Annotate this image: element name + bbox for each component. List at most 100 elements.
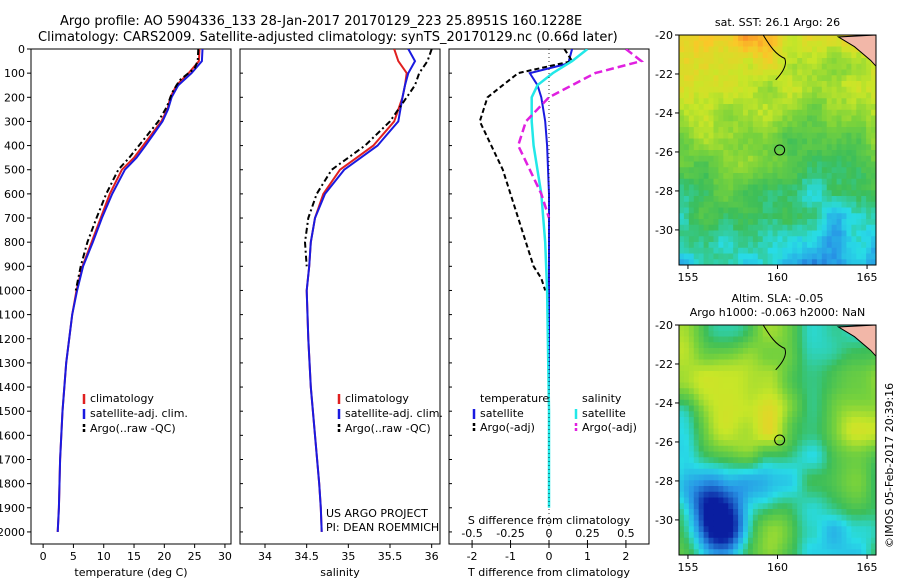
map-cell xyxy=(747,440,754,447)
map-cell xyxy=(851,428,857,435)
x-tick-label: 15 xyxy=(127,550,141,563)
map-cell xyxy=(831,526,838,533)
map-cell xyxy=(811,480,818,487)
map-cell xyxy=(782,144,788,151)
map-cell xyxy=(777,382,784,389)
map-cell xyxy=(856,428,862,435)
map-cell xyxy=(841,463,848,470)
map-cell xyxy=(747,336,754,343)
map-cell xyxy=(767,92,774,99)
map-cell xyxy=(743,399,749,407)
map-cell xyxy=(747,468,754,476)
map-cell xyxy=(792,155,798,163)
map-cell xyxy=(846,348,852,355)
map-cell xyxy=(792,325,798,332)
map-cell xyxy=(693,457,700,464)
map-cell xyxy=(757,52,764,59)
map-cell xyxy=(836,178,843,186)
map-cell xyxy=(752,411,759,418)
map-cell xyxy=(713,161,719,168)
map-cell xyxy=(767,463,774,470)
map-cell xyxy=(782,196,788,203)
map-cell xyxy=(757,434,764,441)
map-cell xyxy=(713,35,719,42)
map-cell xyxy=(807,353,813,361)
map-cell xyxy=(821,46,828,53)
map-cell xyxy=(752,353,759,361)
map-cell xyxy=(708,207,715,214)
map-cell xyxy=(762,480,769,487)
map-cell xyxy=(856,224,862,232)
map-cell xyxy=(747,371,754,378)
map-cell xyxy=(826,371,833,378)
map-cell xyxy=(807,155,813,163)
map-cell xyxy=(713,86,719,94)
map-cell xyxy=(826,405,833,412)
map-cell xyxy=(856,132,862,140)
map-cell xyxy=(757,190,764,197)
legend-label: satellite-adj. clim. xyxy=(90,407,188,420)
map-cell xyxy=(802,428,808,435)
map-cell xyxy=(698,230,705,237)
map-cell xyxy=(738,428,744,435)
map-cell xyxy=(861,526,867,533)
map-cell xyxy=(747,178,754,186)
map-cell xyxy=(743,121,749,128)
map-cell xyxy=(762,190,769,197)
map-cell xyxy=(738,173,744,180)
map-cell xyxy=(841,503,848,510)
map-cell xyxy=(728,213,734,220)
map-cell xyxy=(816,353,823,361)
map-cell xyxy=(861,440,867,447)
map-cell xyxy=(836,167,843,174)
map-cell xyxy=(762,526,769,533)
map-cell xyxy=(762,451,769,458)
map-cell xyxy=(713,144,719,151)
map-cell xyxy=(747,40,754,48)
map-cell xyxy=(733,480,739,487)
map-cell xyxy=(688,549,695,555)
map-cell xyxy=(871,474,876,481)
map-cell xyxy=(807,236,813,243)
map-cell xyxy=(836,213,843,220)
map-cell xyxy=(693,178,700,186)
map-cell xyxy=(861,155,867,163)
map-cell xyxy=(866,161,872,168)
map-cell xyxy=(836,86,843,94)
map-cell xyxy=(777,196,784,203)
map-cell xyxy=(762,207,769,214)
map-cell xyxy=(743,104,749,111)
map-cell xyxy=(733,121,739,128)
map-cell xyxy=(738,224,744,232)
map-cell xyxy=(767,474,774,481)
map-cell xyxy=(713,69,719,76)
map-cell xyxy=(797,434,803,441)
map-cell xyxy=(787,434,793,441)
argo-float-marker xyxy=(774,434,786,446)
map-cell xyxy=(703,132,710,140)
map-cell xyxy=(752,549,759,555)
map-cell xyxy=(826,399,833,407)
map-cell xyxy=(816,330,823,338)
map-cell xyxy=(861,405,867,412)
map-cell xyxy=(777,445,784,453)
map-cell xyxy=(723,388,729,395)
map-cell xyxy=(752,520,759,527)
map-cell xyxy=(767,336,774,343)
map-cell xyxy=(811,201,818,209)
map-cell xyxy=(743,81,749,88)
map-cell xyxy=(831,509,838,516)
map-cell xyxy=(797,230,803,237)
map-cell xyxy=(688,503,695,510)
map-cell xyxy=(738,526,744,533)
map-cell xyxy=(738,161,744,168)
map-cell xyxy=(713,236,719,243)
map-cell xyxy=(782,86,788,94)
map-cell xyxy=(816,509,823,516)
map-cell xyxy=(752,236,759,243)
map-cell xyxy=(846,359,852,366)
map-cell xyxy=(703,497,710,504)
map-cell xyxy=(821,81,828,88)
map-cell xyxy=(767,167,774,174)
map-cell xyxy=(703,46,710,53)
